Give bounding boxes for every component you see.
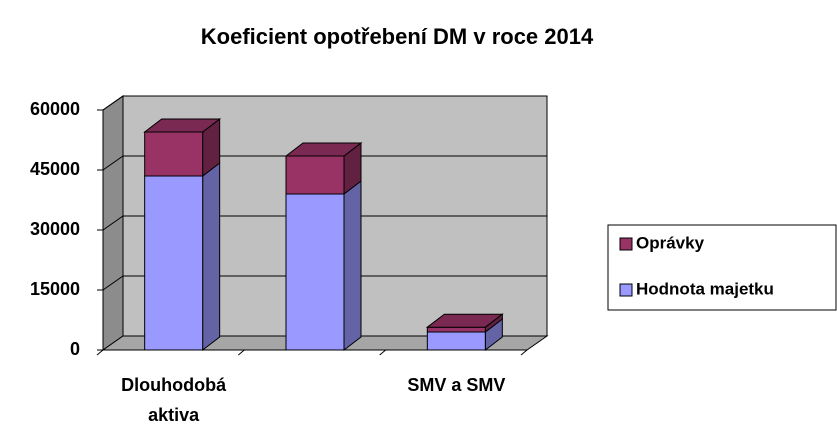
x-tick: [379, 349, 386, 356]
bar: [426, 331, 486, 351]
bar-top: [143, 118, 222, 133]
x-tick: [520, 349, 528, 356]
bar: [285, 155, 345, 195]
bar: [426, 326, 486, 333]
bar-top: [425, 313, 504, 328]
bar: [144, 131, 204, 177]
bar-side: [202, 161, 221, 352]
y-tick-label: 15000: [30, 279, 80, 299]
legend-label: Hodnota majetku: [636, 279, 774, 298]
x-tick: [96, 349, 104, 356]
grid-line: [102, 155, 547, 171]
y-tick-label: 0: [70, 339, 80, 359]
bar: [144, 175, 204, 351]
grid-line: [102, 95, 547, 111]
grid-line: [102, 275, 547, 291]
chart-title: Koeficient opotřebení DM v roce 2014: [201, 24, 594, 49]
legend-swatch: [619, 237, 633, 251]
x-tick: [238, 349, 245, 356]
y-tick-label: 60000: [30, 99, 80, 119]
legend-swatch: [619, 283, 633, 297]
bar-side: [343, 179, 362, 352]
x-tick-label: SMV a SMV: [407, 375, 506, 395]
x-tick-label: Dlouhodobá aktiva: [121, 375, 227, 425]
legend-box: [607, 224, 837, 311]
y-tick-label: 45000: [30, 159, 80, 179]
grid-line: [102, 215, 547, 231]
y-tick-label: 30000: [30, 219, 80, 239]
bar-top: [284, 142, 363, 157]
legend-label: Oprávky: [636, 233, 705, 252]
bar: [285, 193, 345, 351]
